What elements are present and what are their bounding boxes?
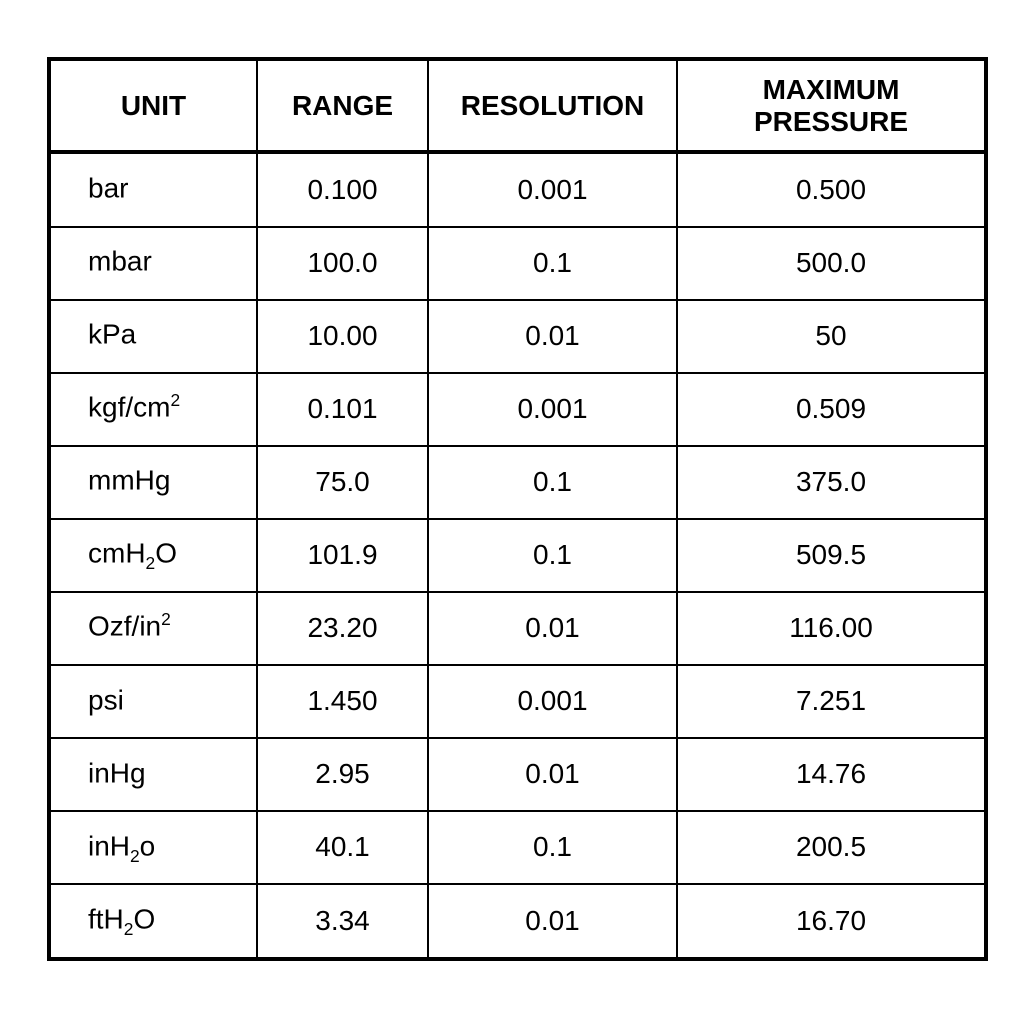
- unit-cell: kPa: [48, 298, 258, 374]
- range-cell: 75.0: [256, 444, 429, 520]
- range-cell: 1.450: [256, 663, 429, 739]
- unit-cell: inH2o: [48, 809, 258, 886]
- max-pressure-cell: 200.5: [676, 809, 987, 886]
- unit-cell: ftH2O: [48, 883, 258, 960]
- table-row: psi 1.450 0.001 7.251: [48, 663, 987, 739]
- range-cell: 40.1: [256, 809, 429, 886]
- header-range: RANGE: [256, 58, 429, 154]
- resolution-cell: 0.001: [427, 371, 678, 447]
- unit-cell: mbar: [48, 225, 258, 301]
- unit-cell: kgf/cm2: [48, 371, 258, 447]
- resolution-cell: 0.01: [427, 883, 678, 960]
- unit-subscript: 2: [123, 918, 134, 939]
- range-cell: 101.9: [256, 517, 429, 593]
- unit-cell: psi: [48, 663, 258, 739]
- max-pressure-cell: 509.5: [676, 517, 987, 593]
- unit-cell: cmH2O: [48, 517, 258, 593]
- unit-label: ftH: [88, 903, 124, 935]
- unit-label-suffix: o: [139, 829, 156, 861]
- table-row: kgf/cm2 0.101 0.001 0.509: [48, 371, 987, 447]
- unit-label: mbar: [88, 245, 152, 277]
- max-pressure-cell: 116.00: [676, 590, 987, 666]
- resolution-cell: 0.1: [427, 809, 678, 886]
- unit-superscript: 2: [170, 390, 181, 411]
- unit-subscript: 2: [145, 553, 156, 574]
- table-row: kPa 10.00 0.01 50: [48, 298, 987, 374]
- unit-cell: Ozf/in2: [48, 590, 258, 666]
- table-body: bar 0.100 0.001 0.500 mbar 100.0 0.1 500…: [48, 151, 987, 960]
- table-row: Ozf/in2 23.20 0.01 116.00: [48, 590, 987, 666]
- max-pressure-cell: 375.0: [676, 444, 987, 520]
- unit-subscript: 2: [130, 845, 140, 866]
- resolution-cell: 0.1: [427, 225, 678, 301]
- unit-label: psi: [88, 683, 124, 715]
- table-row: bar 0.100 0.001 0.500: [48, 151, 987, 228]
- range-cell: 10.00: [256, 298, 429, 374]
- unit-cell: inHg: [48, 736, 258, 812]
- table-row: mmHg 75.0 0.1 375.0: [48, 444, 987, 520]
- max-pressure-cell: 0.500: [676, 151, 987, 228]
- max-pressure-cell: 7.251: [676, 663, 987, 739]
- header-resolution: RESOLUTION: [427, 58, 678, 154]
- max-pressure-cell: 500.0: [676, 225, 987, 301]
- table-row: inH2o 40.1 0.1 200.5: [48, 809, 987, 886]
- resolution-cell: 0.01: [427, 298, 678, 374]
- unit-label: bar: [88, 172, 129, 204]
- unit-label: cmH: [88, 537, 146, 569]
- header-row: UNIT RANGE RESOLUTION MAXIMUM PRESSURE: [48, 58, 987, 154]
- resolution-cell: 0.001: [427, 663, 678, 739]
- max-pressure-cell: 16.70: [676, 883, 987, 960]
- unit-label: inHg: [88, 756, 146, 788]
- unit-label: mmHg: [88, 464, 171, 496]
- unit-cell: mmHg: [48, 444, 258, 520]
- table-row: mbar 100.0 0.1 500.0: [48, 225, 987, 301]
- unit-label: kgf/cm: [88, 391, 171, 423]
- max-pressure-cell: 50: [676, 298, 987, 374]
- range-cell: 2.95: [256, 736, 429, 812]
- resolution-cell: 0.01: [427, 590, 678, 666]
- header-unit: UNIT: [48, 58, 258, 154]
- table-row: inHg 2.95 0.01 14.76: [48, 736, 987, 812]
- unit-label: Ozf/in: [88, 610, 162, 642]
- range-cell: 0.100: [256, 151, 429, 228]
- max-pressure-cell: 0.509: [676, 371, 987, 447]
- resolution-cell: 0.001: [427, 151, 678, 228]
- range-cell: 0.101: [256, 371, 429, 447]
- range-cell: 100.0: [256, 225, 429, 301]
- unit-label-suffix: O: [155, 537, 177, 569]
- resolution-cell: 0.1: [427, 517, 678, 593]
- resolution-cell: 0.01: [427, 736, 678, 812]
- max-pressure-cell: 14.76: [676, 736, 987, 812]
- pressure-spec-table: UNIT RANGE RESOLUTION MAXIMUM PRESSURE b…: [47, 57, 988, 961]
- header-maximum-pressure: MAXIMUM PRESSURE: [676, 58, 987, 154]
- unit-cell: bar: [48, 151, 258, 228]
- table-row: cmH2O 101.9 0.1 509.5: [48, 517, 987, 593]
- resolution-cell: 0.1: [427, 444, 678, 520]
- range-cell: 23.20: [256, 590, 429, 666]
- unit-label: kPa: [88, 318, 137, 350]
- unit-label-suffix: O: [133, 903, 156, 935]
- unit-label: inH: [88, 829, 131, 861]
- table-header: UNIT RANGE RESOLUTION MAXIMUM PRESSURE: [48, 58, 987, 154]
- unit-superscript: 2: [161, 609, 171, 630]
- range-cell: 3.34: [256, 883, 429, 960]
- table-row: ftH2O 3.34 0.01 16.70: [48, 883, 987, 960]
